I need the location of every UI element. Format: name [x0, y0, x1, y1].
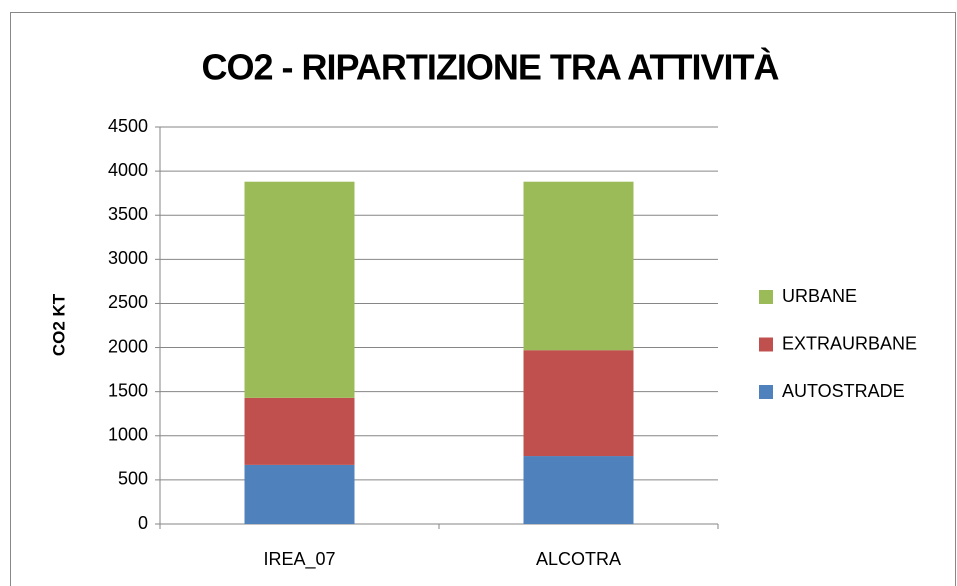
bar-segment: [244, 397, 355, 465]
legend-swatch: [759, 385, 773, 399]
bar-segment: [523, 456, 634, 524]
legend-label: AUTOSTRADE: [782, 381, 905, 401]
y-tick-label: 0: [138, 513, 148, 533]
legend-label: EXTRAURBANE: [782, 333, 917, 353]
y-tick-label: 500: [118, 469, 148, 489]
chart-frame: [10, 12, 956, 586]
legend-label: URBANE: [782, 286, 857, 306]
y-tick-label: 3000: [108, 248, 148, 268]
y-tick-label: 2000: [108, 336, 148, 356]
y-tick-label: 4000: [108, 160, 148, 180]
y-tick-label: 1500: [108, 380, 148, 400]
legend-swatch: [759, 337, 773, 352]
legend-swatch: [759, 290, 773, 304]
bar-segment: [523, 350, 634, 457]
x-tick-label: ALCOTRA: [536, 549, 621, 569]
y-tick-label: 1000: [108, 425, 148, 445]
x-tick-label: IREA_07: [263, 549, 335, 570]
bar-segment: [523, 181, 634, 351]
chart-title: CO2 - RIPARTIZIONE TRA ATTIVITÀ: [202, 47, 780, 88]
y-axis-title: CO2 KT: [49, 293, 68, 356]
y-tick-label: 3500: [108, 204, 148, 224]
y-tick-label: 4500: [108, 116, 148, 136]
bar-segment: [244, 181, 355, 398]
y-tick-label: 2500: [108, 292, 148, 312]
bar-segment: [244, 464, 355, 524]
